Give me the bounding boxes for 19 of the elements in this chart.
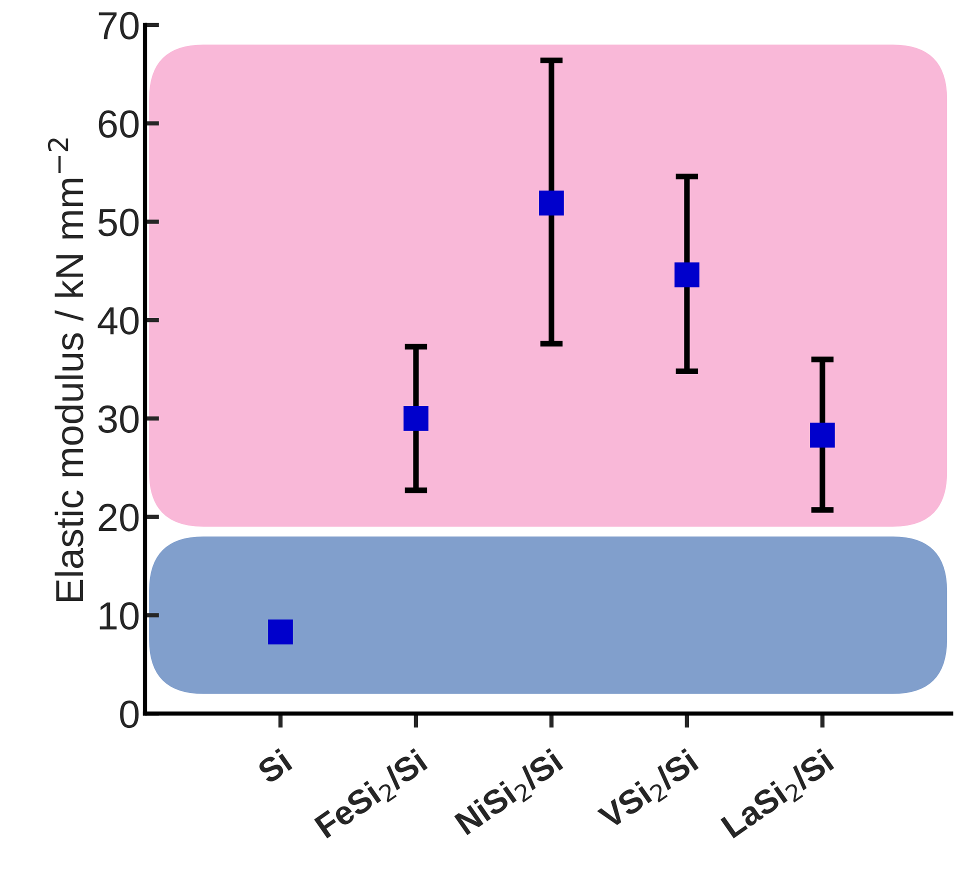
x-tick-label: VSi$_{2}$/Si [596, 748, 702, 834]
x-tick-label: NiSi$_{2}$/Si [454, 748, 566, 840]
y-tick-label: 40 [98, 307, 139, 335]
x-tick-label: Si [255, 748, 293, 785]
y-tick-label: 0 [120, 700, 139, 728]
point [268, 620, 293, 644]
y-tick-label: 30 [98, 405, 139, 433]
x-tick-label: LaSi$_{2}$/Si [720, 748, 838, 843]
point [404, 406, 428, 431]
y-tick-label: 20 [98, 504, 139, 532]
x-tick-label: FeSi$_{2}$/Si [313, 748, 431, 843]
point [674, 262, 700, 288]
y-tick-label: 50 [98, 208, 139, 236]
point [810, 422, 835, 448]
y-tick-label: 70 [98, 12, 139, 40]
y-axis-title: Elastic modulus / kN mm$^{−2}$ [48, 138, 84, 601]
point [539, 190, 564, 216]
y-tick-label: 10 [100, 602, 139, 630]
y-tick-label: 60 [98, 110, 139, 138]
